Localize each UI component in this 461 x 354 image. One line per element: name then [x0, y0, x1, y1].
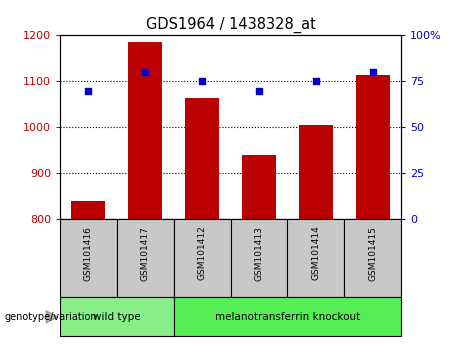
Point: [198, 79, 206, 84]
Text: GSM101415: GSM101415: [368, 226, 377, 281]
Bar: [230, 219, 287, 297]
Bar: [242, 155, 276, 219]
Text: wild type: wild type: [93, 312, 141, 322]
Polygon shape: [46, 310, 58, 323]
Text: GSM101417: GSM101417: [141, 226, 150, 281]
Text: GSM101414: GSM101414: [311, 226, 320, 280]
Bar: [128, 42, 162, 219]
Point: [255, 88, 263, 93]
Point: [85, 88, 92, 93]
Bar: [117, 219, 174, 297]
Bar: [287, 219, 344, 297]
Bar: [174, 297, 401, 336]
Bar: [60, 297, 174, 336]
Point: [369, 69, 376, 75]
Bar: [60, 219, 117, 297]
Bar: [344, 219, 401, 297]
Bar: [299, 125, 333, 219]
Text: GSM101416: GSM101416: [84, 226, 93, 281]
Bar: [185, 97, 219, 219]
Bar: [174, 219, 230, 297]
Point: [142, 69, 149, 75]
Bar: [355, 74, 390, 219]
Title: GDS1964 / 1438328_at: GDS1964 / 1438328_at: [146, 16, 315, 33]
Bar: [71, 201, 106, 219]
Point: [312, 79, 319, 84]
Text: GSM101412: GSM101412: [198, 226, 207, 280]
Text: melanotransferrin knockout: melanotransferrin knockout: [215, 312, 360, 322]
Text: genotype/variation: genotype/variation: [5, 312, 97, 322]
Text: GSM101413: GSM101413: [254, 226, 263, 281]
